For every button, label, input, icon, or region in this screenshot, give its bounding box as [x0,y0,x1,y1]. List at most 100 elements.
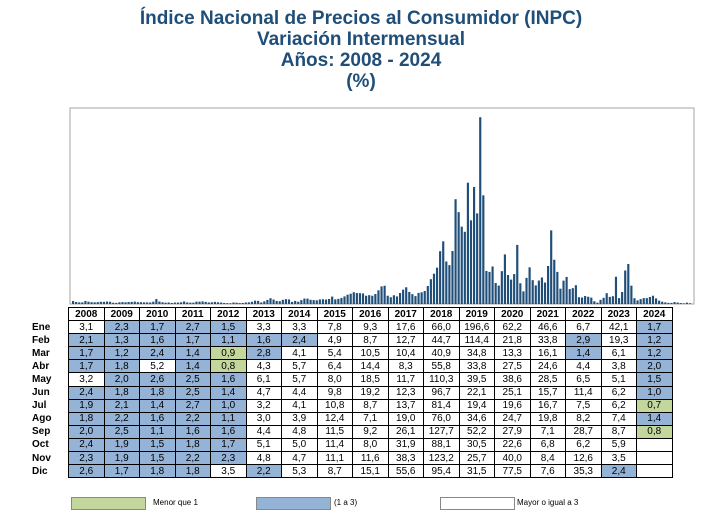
table-cell: 1,7 [636,320,673,335]
bar-2012-Feb [223,302,226,304]
table-cell: 4,4 [565,359,602,374]
table-cell: 1,7 [68,359,105,374]
bar-2009-Ago [130,301,133,304]
table-cell: 2,4 [600,464,637,479]
bar-2009-Sep [133,301,136,305]
table-cell: 2,1 [68,333,105,348]
table-cell: 1,4 [636,411,673,426]
table-cell: 7,5 [565,398,602,413]
bar-2010-Jun [161,302,164,304]
table-cell: 3,1 [68,320,105,335]
table-cell: 2,5 [174,385,211,400]
table-cell: 2,3 [68,451,105,466]
table-row: Jun 2,4 1,8 1,8 2,5 1,4 4,7 4,4 9,8 19,2 12,3 96,7 2… [26,385,673,400]
table-cell: 3,5 [600,451,637,466]
table-cell: 5,2 [139,359,176,374]
year-header-2008: 2008 [68,306,105,322]
bar-2018-Mar [448,265,451,304]
table-cell: 6,8 [529,437,566,453]
month-label: May [32,374,52,386]
bar-chart [69,107,695,305]
table-cell: 77,5 [494,464,531,479]
bar-2018-Abr [451,250,454,304]
table-cell: 24,7 [494,411,531,426]
bar-2009-Feb [112,302,115,304]
month-label: Ene [32,321,51,333]
bar-2016-May [380,286,383,304]
table-row: May 3,2 2,0 2,6 2,5 1,6 6,1 5,7 8,0 18,5 11,7 110,3… [26,372,673,387]
bar-2011-Oct [210,302,213,304]
bar-2021-Jun [568,289,571,304]
table-cell: 12,4 [316,411,353,426]
bar-2024-Mar [670,302,673,304]
bar-2008-Ene [72,301,75,304]
table-cell: 0,9 [210,346,247,361]
table-cell: 127,7 [423,424,460,439]
bar-2012-Dic [253,300,257,304]
bar-2017-Jul [423,290,426,304]
table-cell: 1,6 [174,424,211,439]
bar-2023-Ene [627,264,630,304]
table-cell: 1,5 [636,372,673,387]
bar-2019-Oct [506,275,510,304]
table-cell: 16,1 [529,346,566,361]
table-cell: 33,8 [458,359,495,374]
bar-2015-Abr [340,297,343,304]
bar-2015-Jul [349,293,352,304]
bar-2014-Ago [315,300,318,304]
table-cell: 1,6 [139,333,176,348]
month-label: Jul [32,400,47,412]
bar-2022-Sep [614,276,618,304]
table-cell: 7,4 [600,411,637,426]
table-cell: 4,3 [245,359,282,374]
table-cell: 6,4 [316,359,353,374]
bar-2019-Nov [510,279,513,304]
year-header-row: 2008 2009 2010 2011 2012 2013 2014 2015 2016 2017… [26,306,673,322]
bar-2024-Jul [682,303,685,304]
bar-2008-Dic [105,301,109,304]
bar-2016-Abr [377,290,380,304]
table-cell: 8,3 [387,359,424,374]
table-cell: 35,3 [565,464,602,479]
bar-2014-Feb [297,301,300,304]
table-cell: 1,4 [174,346,211,361]
table-cell: 1,8 [139,385,176,400]
month-label: Ago [32,413,52,425]
table-cell: 1,6 [210,424,247,439]
table-cell: 2,2 [174,411,211,426]
bar-2008-May [84,300,87,304]
table-cell: 12,6 [565,451,602,466]
table-row: Abr 1,7 1,8 5,2 1,4 0,8 4,3 5,7 6,4 14,4 8,3 55,8 33… [26,359,673,374]
bar-2008-Sep [96,302,99,304]
bar-2010-Ene [146,302,149,304]
table-cell: 62,2 [494,320,531,335]
bar-2010-Mar [152,301,155,304]
table-cell: 4,4 [245,424,282,439]
plot-area-frame [69,107,695,305]
bar-2009-Dic [142,302,146,304]
bar-2009-Abr [118,302,121,304]
table-cell [636,437,673,453]
bar-2019-Dic [513,274,516,304]
table-cell: 15,7 [529,385,566,400]
bar-2013-Jul [275,300,278,304]
table-cell: 13,7 [387,398,424,413]
table-cell: 1,8 [139,464,176,479]
table-cell [636,451,673,466]
bar-2024-May [676,302,679,304]
bar-2018-Feb [445,261,448,304]
bar-2010-Nov [176,302,180,304]
table-cell: 0,8 [210,359,247,374]
table-cell: 8,7 [352,333,389,348]
table-cell: 6,2 [600,398,637,413]
bar-2014-Sep [318,299,321,304]
table-cell: 1,6 [210,372,247,387]
table-cell: 33,8 [529,333,566,348]
table-cell: 1,3 [103,333,140,348]
table-cell: 5,4 [316,346,353,361]
table-cell: 8,2 [565,411,602,426]
table-cell: 1,4 [565,346,602,361]
bar-2023-Dic [661,301,664,304]
bar-2009-Jul [127,302,130,304]
bar-2011-Abr [192,302,195,304]
